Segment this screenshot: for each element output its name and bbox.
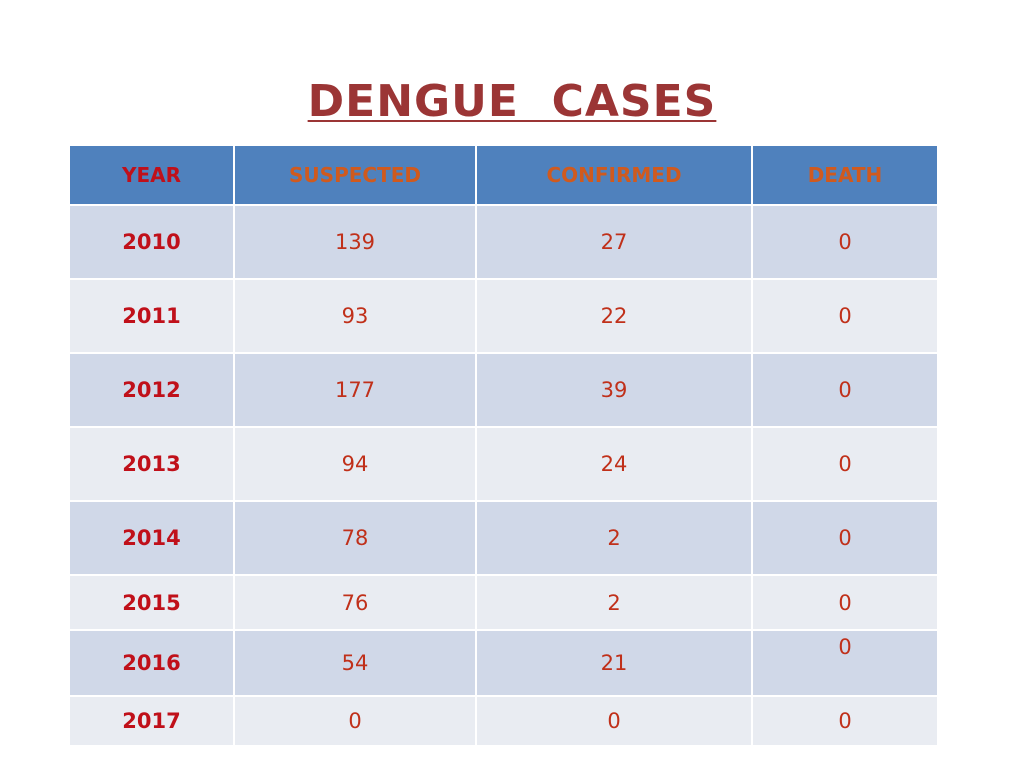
year-cell: 2012 [68, 352, 235, 428]
table-row: 2014 78 2 0 [68, 500, 939, 576]
suspected-cell: 54 [233, 629, 477, 697]
suspected-cell: 94 [233, 426, 477, 502]
confirmed-cell: 2 [475, 500, 753, 576]
year-cell: 2014 [68, 500, 235, 576]
dengue-cases-table: YEAR SUSPECTED CONFIRMED DEATH 2010 139 … [68, 144, 939, 747]
year-cell: 2010 [68, 204, 235, 280]
suspected-cell: 93 [233, 278, 477, 354]
year-cell: 2011 [68, 278, 235, 354]
suspected-cell: 139 [233, 204, 477, 280]
column-header-death: DEATH [751, 144, 939, 206]
page-title-text: DENGUE CASES [307, 76, 717, 127]
death-cell: 0 [751, 500, 939, 576]
confirmed-cell: 0 [475, 695, 753, 747]
year-cell: 2016 [68, 629, 235, 697]
column-header-confirmed: CONFIRMED [475, 144, 753, 206]
year-cell: 2015 [68, 574, 235, 631]
column-header-year: YEAR [68, 144, 235, 206]
suspected-cell: 177 [233, 352, 477, 428]
death-cell: 0 [751, 352, 939, 428]
death-cell: 0 [751, 695, 939, 747]
death-cell: 0 [751, 204, 939, 280]
suspected-cell: 0 [233, 695, 477, 747]
confirmed-cell: 27 [475, 204, 753, 280]
table-row: 2016 54 21 0 [68, 629, 939, 697]
confirmed-cell: 2 [475, 574, 753, 631]
table-row: 2012 177 39 0 [68, 352, 939, 428]
table-row: 2011 93 22 0 [68, 278, 939, 354]
table-row: 2013 94 24 0 [68, 426, 939, 502]
death-cell: 0 [751, 426, 939, 502]
table-header-row: YEAR SUSPECTED CONFIRMED DEATH [68, 144, 939, 206]
death-cell: 0 [751, 278, 939, 354]
table-row: 2010 139 27 0 [68, 204, 939, 280]
table-row: 2015 76 2 0 [68, 574, 939, 631]
confirmed-cell: 22 [475, 278, 753, 354]
year-cell: 2013 [68, 426, 235, 502]
confirmed-cell: 24 [475, 426, 753, 502]
death-cell: 0 [751, 629, 939, 697]
suspected-cell: 78 [233, 500, 477, 576]
table-row: 2017 0 0 0 [68, 695, 939, 747]
confirmed-cell: 39 [475, 352, 753, 428]
confirmed-cell: 21 [475, 629, 753, 697]
suspected-cell: 76 [233, 574, 477, 631]
page-title: DENGUE CASES [0, 76, 1024, 128]
year-cell: 2017 [68, 695, 235, 747]
column-header-suspected: SUSPECTED [233, 144, 477, 206]
death-cell: 0 [751, 574, 939, 631]
